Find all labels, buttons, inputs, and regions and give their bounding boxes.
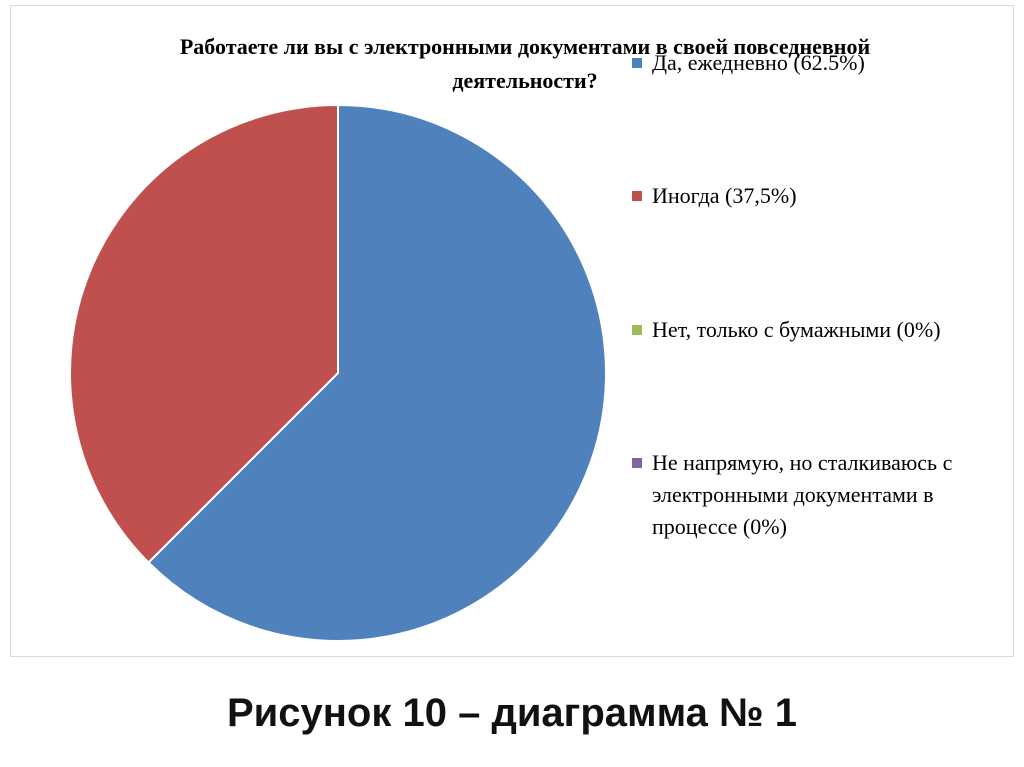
legend-label: Не напрямую, но сталкиваюсь с электронны… <box>652 450 953 539</box>
caption: Рисунок 10 – диаграмма № 1 <box>227 691 797 735</box>
legend-swatch <box>632 191 642 201</box>
pie-slice <box>147 103 607 642</box>
chart-frame <box>10 5 1014 657</box>
legend-label: Иногда (37,5%) <box>652 183 797 208</box>
legend-swatch <box>632 325 642 335</box>
legend-swatch <box>632 58 642 68</box>
pie-slice <box>69 103 339 564</box>
legend-swatch <box>632 458 642 468</box>
legend-label: Да, ежедневно (62.5%) <box>652 50 865 75</box>
legend-label: Нет, только с бумажными (0%) <box>652 317 941 342</box>
chart-title: Работаете ли вы с электронными документа… <box>179 34 871 93</box>
